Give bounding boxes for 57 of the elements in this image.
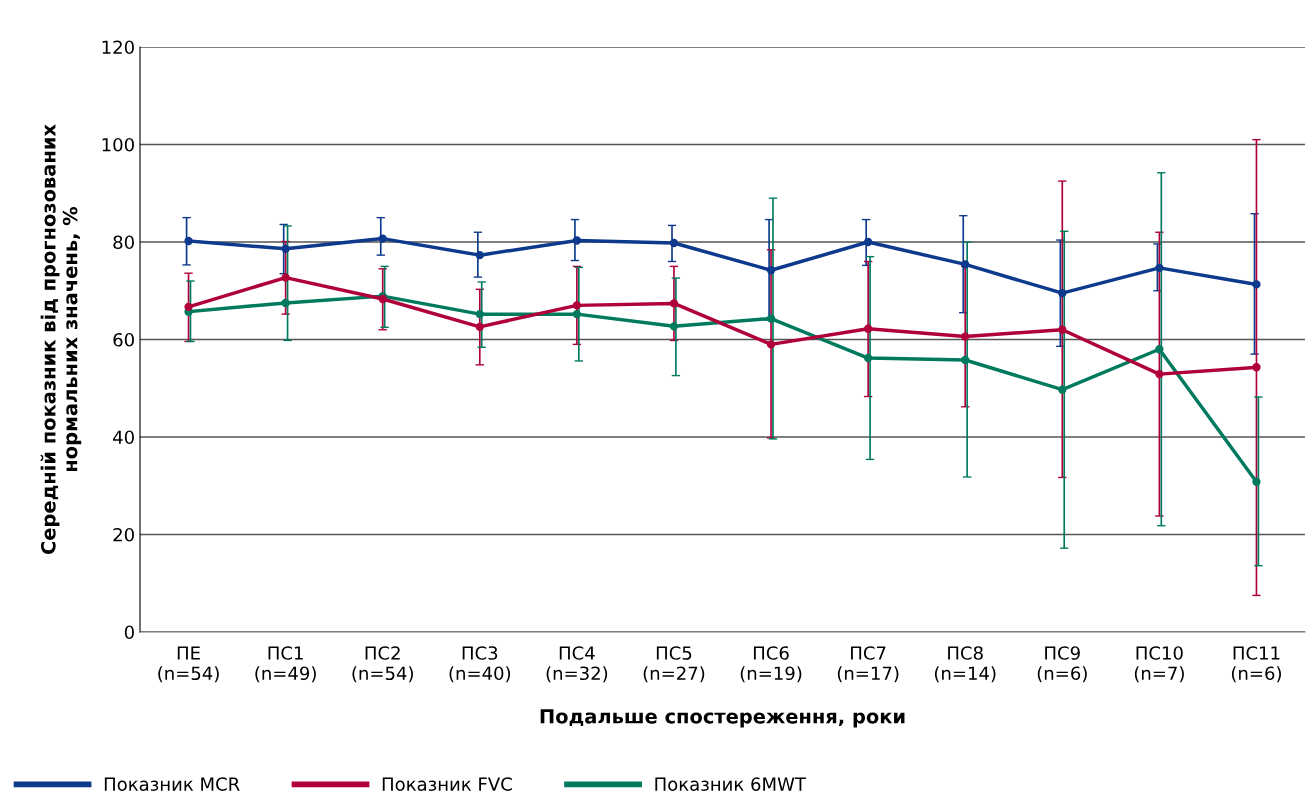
point bbox=[1252, 477, 1261, 487]
x-tick-label: ПС6 (n=19) bbox=[740, 646, 802, 683]
point bbox=[572, 301, 582, 310]
point bbox=[475, 250, 484, 260]
point bbox=[766, 314, 776, 323]
point bbox=[572, 309, 582, 319]
point bbox=[766, 340, 776, 349]
point bbox=[669, 299, 679, 308]
x-tick-label: ПС2 (n=54) bbox=[352, 646, 413, 683]
point bbox=[1058, 289, 1067, 298]
point bbox=[863, 353, 873, 363]
point bbox=[378, 234, 387, 243]
x-tick-label: ПС8 (n=14) bbox=[934, 646, 996, 683]
y-tick-label: 20 bbox=[113, 527, 134, 542]
point bbox=[1252, 280, 1261, 289]
point bbox=[669, 238, 679, 248]
point bbox=[1155, 345, 1164, 354]
point bbox=[1155, 369, 1164, 379]
y-tick-label: 40 bbox=[113, 430, 134, 445]
point bbox=[1252, 363, 1261, 372]
point bbox=[863, 324, 873, 333]
x-tick-label: ПС4 (n=32) bbox=[546, 646, 608, 683]
y-axis-title: Середній показник від прогнозованих нормальних значень, % bbox=[40, 124, 82, 555]
point bbox=[475, 309, 484, 319]
point bbox=[669, 322, 679, 331]
y-tick-label: 120 bbox=[102, 40, 134, 55]
x-tick-label: ПС10 (n=7) bbox=[1134, 646, 1184, 683]
x-tick-label: ПС3 (n=40) bbox=[449, 646, 511, 683]
point bbox=[1155, 263, 1164, 273]
x-tick-label: ПС7 (n=17) bbox=[837, 646, 899, 683]
legend-label: Показник 6MWT bbox=[655, 777, 806, 791]
x-tick-label: ПЕ (n=54) bbox=[158, 646, 219, 683]
x-tick-label: ПС1 (n=49) bbox=[255, 646, 316, 683]
point bbox=[1058, 325, 1067, 334]
x-tick-label: ПС11 (n=6) bbox=[1231, 646, 1281, 683]
x-axis-title: Подальше спостереження, роки bbox=[540, 709, 905, 728]
y-tick-label: 100 bbox=[102, 137, 134, 152]
point bbox=[281, 273, 290, 282]
point bbox=[863, 237, 873, 247]
x-tick-label: ПС9 (n=6) bbox=[1037, 646, 1087, 683]
point bbox=[961, 332, 970, 341]
point bbox=[281, 298, 290, 308]
legend-label: Показник MCR bbox=[104, 777, 240, 791]
point bbox=[475, 322, 484, 331]
point bbox=[961, 355, 970, 365]
point bbox=[766, 266, 776, 275]
point bbox=[961, 260, 970, 269]
y-tick-label: 80 bbox=[113, 235, 134, 250]
point bbox=[184, 302, 193, 312]
y-tick-label: 0 bbox=[124, 625, 134, 640]
legend-label: Показник FVC bbox=[382, 777, 512, 791]
point bbox=[184, 236, 193, 246]
x-tick-label: ПС5 (n=27) bbox=[643, 646, 705, 683]
point bbox=[281, 244, 290, 253]
point bbox=[1058, 385, 1067, 394]
point bbox=[572, 236, 582, 245]
y-tick-label: 60 bbox=[113, 332, 134, 347]
